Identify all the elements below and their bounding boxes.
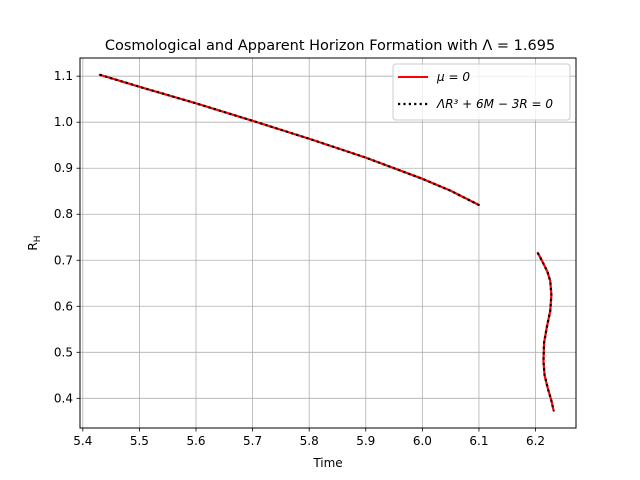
y-tick-label: 0.5 [54, 345, 73, 359]
series-equation-line-segment-2 [536, 252, 555, 411]
legend-label-equation: ΛR³ + 6M − 3R = 0 [436, 97, 553, 111]
x-tick-label: 5.8 [300, 434, 319, 448]
legend: μ = 0 ΛR³ + 6M − 3R = 0 [392, 63, 571, 121]
x-tick-label: 5.6 [186, 434, 205, 448]
y-tick-label: 0.6 [54, 299, 73, 313]
legend-frame [392, 63, 571, 121]
legend-label-mu: μ = 0 [436, 70, 470, 84]
x-tick-label: 6.0 [413, 434, 432, 448]
x-tick-label: 6.1 [469, 434, 488, 448]
x-tick-label: 6.2 [526, 434, 545, 448]
y-tick-label: 0.8 [54, 207, 73, 221]
y-tick-label: 0.4 [54, 391, 73, 405]
x-tick-label: 5.9 [356, 434, 375, 448]
y-tick-label: 1.1 [54, 69, 73, 83]
plot-frame [79, 57, 577, 429]
y-tick-label: 0.7 [54, 253, 73, 267]
chart-title: Cosmological and Apparent Horizon Format… [105, 38, 555, 54]
x-tick-label: 5.5 [130, 434, 149, 448]
y-tick-label: 1.0 [54, 115, 73, 129]
series-equation-line-segment-1 [99, 73, 480, 207]
x-axis-label: Time [312, 456, 342, 470]
x-tick-label: 5.4 [73, 434, 92, 448]
y-tick-label: 0.9 [54, 161, 73, 175]
y-axis: 0.4 0.5 0.6 0.7 0.8 0.9 1.0 1.1 [54, 69, 80, 405]
x-axis: 5.4 5.5 5.6 5.7 5.8 5.9 6.0 6.1 6.2 [73, 428, 545, 448]
x-tick-label: 5.7 [243, 434, 262, 448]
series-layer [98, 73, 555, 412]
